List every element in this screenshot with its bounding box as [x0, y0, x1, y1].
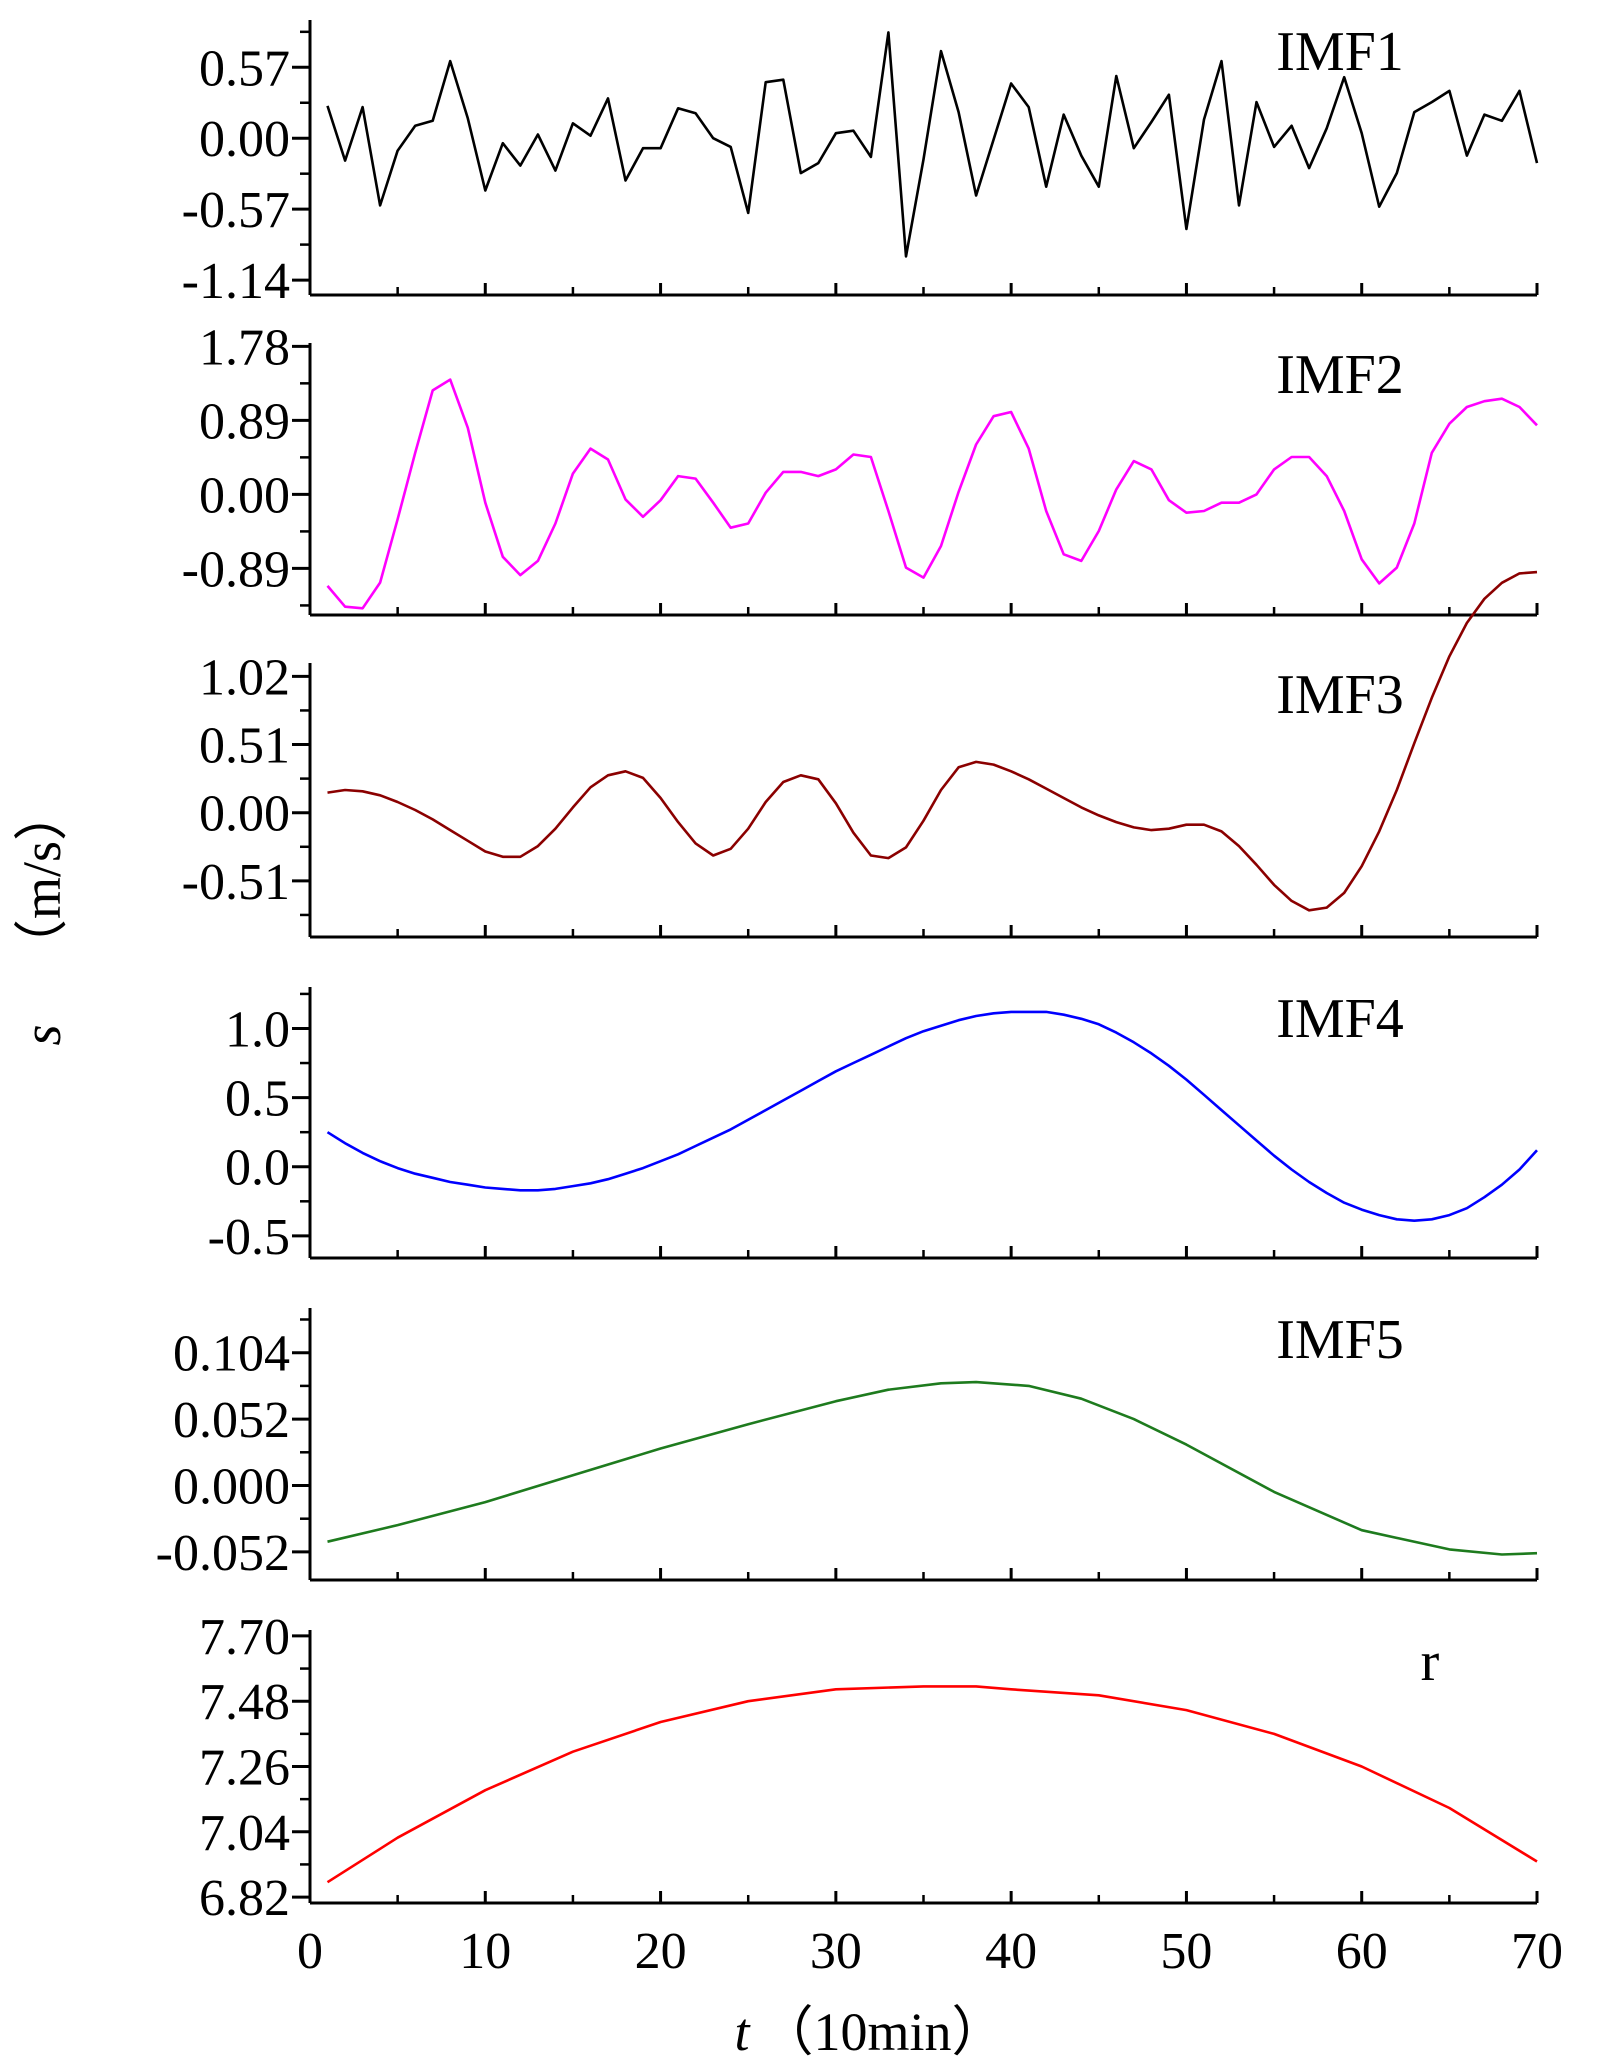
y-tick-label: 7.48	[199, 1674, 290, 1731]
panel-label: IMF5	[1276, 1309, 1404, 1371]
x-tick-label: 50	[1160, 1923, 1212, 1980]
y-tick-label: 7.26	[199, 1740, 290, 1797]
y-tick-label: -0.57	[182, 182, 290, 239]
y-tick-label: -1.14	[182, 253, 290, 310]
panel-label: IMF4	[1276, 988, 1404, 1050]
y-tick-label: 0.000	[173, 1459, 290, 1516]
series-line-imf2	[326, 378, 1538, 610]
x-tick-label: 40	[985, 1923, 1037, 1980]
y-tick-label: 0.00	[199, 467, 290, 524]
y-tick-label: -0.5	[208, 1209, 290, 1266]
y-tick-label: 1.78	[199, 319, 290, 376]
panel-label: IMF2	[1276, 344, 1404, 406]
series-line-imf3	[327, 570, 1538, 912]
series-line-r	[326, 1685, 1538, 1884]
y-tick-label: 0.57	[199, 40, 290, 97]
x-tick-label: 20	[635, 1923, 687, 1980]
panel-label: r	[1421, 1631, 1440, 1693]
y-tick-label: 0.89	[199, 393, 290, 450]
x-tick-label: 70	[1511, 1923, 1563, 1980]
series-line-imf4	[326, 1010, 1538, 1222]
y-tick-label: 0.0	[225, 1140, 290, 1197]
x-tick-label: 0	[297, 1923, 323, 1980]
x-tick-label: 60	[1336, 1923, 1388, 1980]
y-tick-label: -0.51	[182, 854, 290, 911]
panel-imf1: 0.57 0.00 -0.57 -1.14 IMF1	[182, 20, 1539, 310]
y-axis-title-unit: （m/s）	[12, 787, 72, 973]
panel-imf5: 0.104 0.052 0.000 -0.052 IMF5	[156, 1308, 1539, 1582]
y-tick-label: 0.104	[173, 1326, 290, 1383]
y-tick-label: 0.00	[199, 111, 290, 168]
y-tick-label: -0.052	[156, 1525, 290, 1582]
y-tick-label: 0.052	[173, 1392, 290, 1449]
y-tick-label: 1.02	[199, 649, 290, 706]
x-axis-title-unit: （10min）	[760, 2002, 1006, 2062]
y-tick-label: 7.04	[199, 1805, 290, 1862]
x-tick-label: 30	[810, 1923, 862, 1980]
y-tick-label: 7.70	[199, 1609, 290, 1666]
panel-label: IMF3	[1276, 664, 1404, 726]
panel-imf2: 1.78 0.89 0.00 -0.89 IMF2	[182, 319, 1539, 617]
panel-r: 7.70 7.48 7.26 7.04 6.82 r	[199, 1609, 1539, 1927]
y-tick-label: 6.82	[199, 1870, 290, 1927]
panel-imf3: 1.02 0.51 0.00 -0.51 IMF3	[182, 570, 1539, 939]
y-tick-label: 1.0	[225, 1001, 290, 1058]
y-tick-label: 0.5	[225, 1071, 290, 1128]
series-line-imf5	[327, 1380, 1538, 1556]
panel-imf4: 1.0 0.5 0.0 -0.5 IMF4	[208, 987, 1539, 1266]
y-tick-label: 0.00	[199, 786, 290, 843]
y-axis-title-variable: s	[12, 1024, 72, 1045]
y-tick-label: 0.51	[199, 718, 290, 775]
x-axis: 0 10 20 30 40 50 60 70	[297, 1923, 1563, 1980]
y-tick-label: -0.89	[182, 541, 290, 598]
x-axis-title: t （10min）	[734, 2002, 1005, 2062]
x-axis-title-variable: t	[734, 2002, 751, 2062]
series-line-imf1	[326, 31, 1539, 258]
panel-label: IMF1	[1276, 21, 1404, 83]
x-tick-label: 10	[459, 1923, 511, 1980]
